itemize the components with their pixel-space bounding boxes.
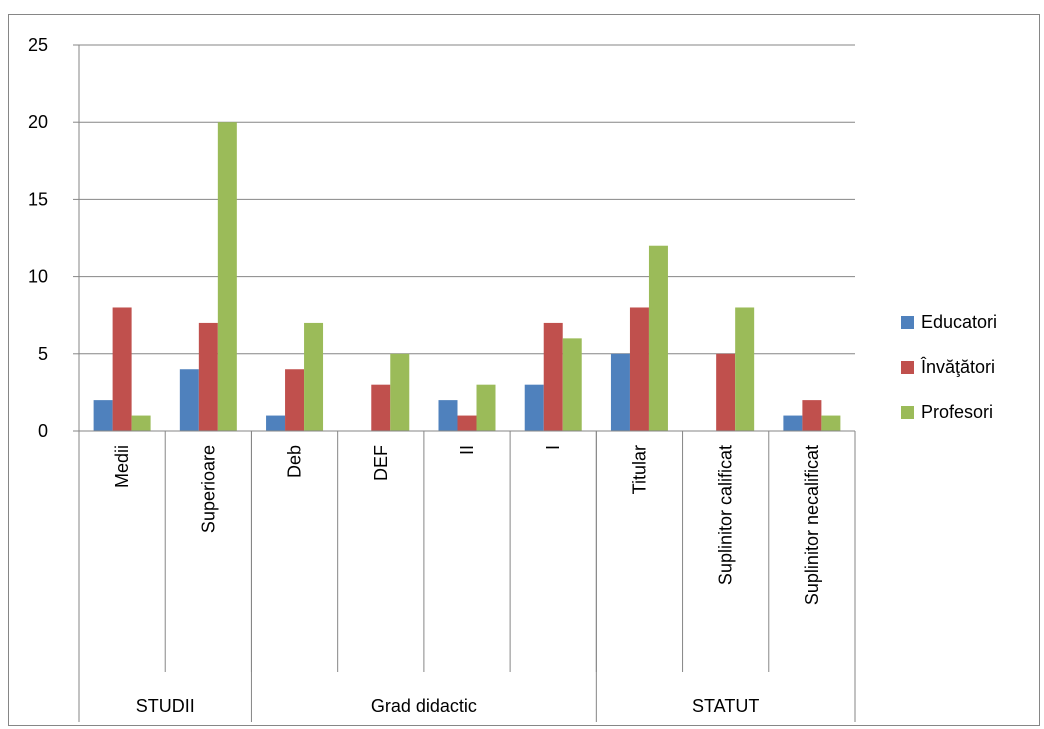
legend-swatch bbox=[901, 316, 914, 329]
bar-profesori bbox=[821, 415, 841, 431]
bar--nv-tori bbox=[543, 322, 563, 431]
bar-profesori bbox=[390, 353, 410, 431]
category-label: Medii bbox=[112, 445, 132, 488]
bar--nv-tori bbox=[457, 415, 477, 431]
bar--nv-tori bbox=[285, 369, 305, 431]
group-label: STATUT bbox=[692, 696, 759, 716]
y-tick-label: 15 bbox=[28, 189, 48, 209]
legend-label: Învăţători bbox=[920, 357, 995, 377]
category-label: Titular bbox=[629, 445, 649, 494]
bar--nv-tori bbox=[802, 400, 822, 431]
bar--nv-tori bbox=[112, 307, 132, 431]
bar-profesori bbox=[304, 322, 324, 431]
legend-swatch bbox=[901, 406, 914, 419]
axes bbox=[73, 44, 856, 722]
y-tick-label: 20 bbox=[28, 112, 48, 132]
bar-educatori bbox=[783, 415, 803, 431]
bar-profesori bbox=[217, 122, 237, 431]
bar-educatori bbox=[438, 400, 458, 431]
category-label: Deb bbox=[285, 445, 305, 478]
bar-educatori bbox=[610, 353, 630, 431]
y-tick-label: 5 bbox=[38, 344, 48, 364]
bar-educatori bbox=[524, 384, 544, 431]
category-label: Suplinitor necalificat bbox=[802, 445, 822, 605]
category-label: Suplinitor calificat bbox=[716, 445, 736, 585]
bar-educatori bbox=[179, 369, 199, 431]
category-label: II bbox=[457, 445, 477, 455]
bar--nv-tori bbox=[198, 322, 218, 431]
bars bbox=[93, 122, 841, 431]
bar-educatori bbox=[266, 415, 286, 431]
legend-label: Educatori bbox=[921, 312, 997, 332]
category-label: I bbox=[543, 445, 563, 450]
gridlines bbox=[79, 44, 855, 355]
y-tick-label: 10 bbox=[28, 267, 48, 287]
bar-educatori bbox=[93, 400, 113, 431]
legend-label: Profesori bbox=[921, 402, 993, 422]
y-tick-label: 0 bbox=[38, 421, 48, 441]
bar--nv-tori bbox=[371, 384, 391, 431]
bar--nv-tori bbox=[629, 307, 649, 431]
bar-profesori bbox=[648, 245, 668, 431]
category-label: DEF bbox=[371, 445, 391, 481]
legend-swatch bbox=[901, 361, 914, 374]
group-label: Grad didactic bbox=[371, 696, 477, 716]
category-label: Superioare bbox=[198, 445, 218, 533]
bar-profesori bbox=[562, 338, 582, 431]
bar--nv-tori bbox=[716, 353, 736, 431]
y-tick-label: 25 bbox=[28, 35, 48, 55]
bar-profesori bbox=[735, 307, 755, 431]
bar-profesori bbox=[131, 415, 151, 431]
group-label: STUDII bbox=[136, 696, 195, 716]
bar-profesori bbox=[476, 384, 496, 431]
legend: Educatori Învăţători Profesori bbox=[901, 312, 997, 422]
